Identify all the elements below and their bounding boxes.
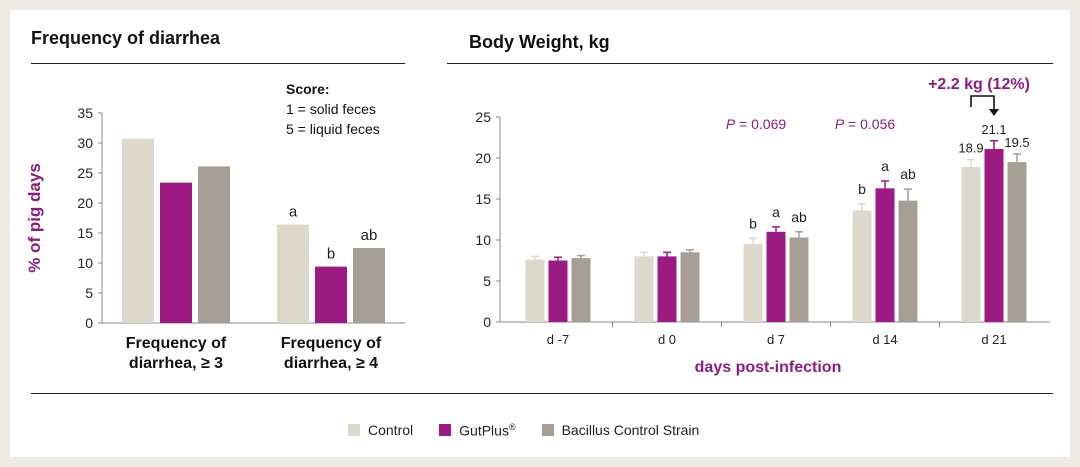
left-significance-letter: b bbox=[327, 246, 335, 263]
left-category-label: Frequency of bbox=[281, 335, 382, 352]
right-bar bbox=[548, 260, 568, 322]
left-y-tick-label: 15 bbox=[77, 225, 93, 241]
left-y-tick-label: 25 bbox=[77, 165, 93, 181]
right-bar bbox=[571, 258, 591, 322]
right-category-label: d 14 bbox=[872, 332, 897, 347]
right-bar bbox=[1007, 162, 1027, 322]
left-bar bbox=[198, 166, 230, 323]
right-significance-letter: a bbox=[881, 158, 889, 174]
left-significance-letter: ab bbox=[361, 227, 378, 244]
legend-label-gutplus: GutPlus® bbox=[459, 422, 515, 439]
legend-gutplus-text: GutPlus bbox=[459, 422, 509, 439]
right-significance-letter: ab bbox=[900, 166, 916, 182]
p-value-annotation: P = 0.056 bbox=[835, 116, 896, 132]
right-category-label: d -7 bbox=[547, 332, 569, 347]
right-x-axis-label: days post-infection bbox=[695, 359, 842, 376]
left-y-tick-label: 0 bbox=[85, 315, 93, 331]
left-y-tick-label: 10 bbox=[77, 255, 93, 271]
left-bar bbox=[315, 266, 347, 323]
left-y-tick-label: 35 bbox=[77, 105, 93, 121]
right-bar bbox=[961, 167, 981, 322]
right-significance-letter: ab bbox=[791, 209, 807, 225]
figure-panel: Frequency of diarrhea Body Weight, kg 0 5… bbox=[10, 10, 1070, 457]
score-note-line: Score: bbox=[286, 81, 330, 97]
p-value-number: = 0.056 bbox=[844, 116, 895, 132]
right-bar bbox=[852, 210, 872, 322]
right-bar bbox=[984, 148, 1004, 322]
right-title-rule bbox=[447, 63, 1053, 64]
left-y-axis-label: % of pig days bbox=[25, 163, 44, 273]
score-note-line: 1 = solid feces bbox=[286, 101, 376, 117]
left-category-label: diarrhea, ≥ 4 bbox=[284, 355, 378, 372]
bottom-rule bbox=[31, 393, 1053, 394]
p-value-symbol: P bbox=[726, 116, 736, 132]
right-category-label: d 21 bbox=[981, 332, 1006, 347]
left-y-tick-label: 5 bbox=[85, 285, 93, 301]
right-significance-letter: a bbox=[772, 204, 780, 220]
legend-swatch-gutplus bbox=[439, 424, 452, 437]
left-significance-letter: a bbox=[289, 204, 298, 221]
legend-label-control: Control bbox=[368, 422, 414, 439]
difference-annotation: +2.2 kg (12%) bbox=[928, 76, 1030, 93]
left-bar bbox=[160, 182, 192, 323]
legend-label-bacillus: Bacillus Control Strain bbox=[561, 422, 700, 439]
right-bar bbox=[875, 188, 895, 322]
right-y-tick-label: 25 bbox=[475, 109, 491, 125]
difference-arrowhead bbox=[989, 109, 999, 116]
right-chart-title: Body Weight, kg bbox=[469, 32, 610, 52]
left-y-tick-label: 30 bbox=[77, 135, 93, 151]
left-category-label: diarrhea, ≥ 3 bbox=[129, 355, 223, 372]
right-significance-letter: b bbox=[858, 181, 866, 197]
right-bar bbox=[634, 256, 654, 322]
left-bar-chart: 0 5 10 15 20 25 30 35 % of pig days Frequency of d… bbox=[25, 81, 405, 372]
p-value-annotation: P = 0.069 bbox=[726, 116, 787, 132]
right-bar bbox=[525, 259, 545, 322]
p-value-number: = 0.069 bbox=[735, 116, 786, 132]
right-bar bbox=[743, 244, 763, 322]
score-note-line: 5 = liquid feces bbox=[286, 121, 380, 137]
value-label: 19.5 bbox=[1004, 135, 1029, 150]
legend-gutplus-mark: ® bbox=[508, 422, 516, 432]
left-chart-title: Frequency of diarrhea bbox=[31, 28, 221, 48]
difference-bracket bbox=[970, 95, 995, 110]
legend-swatch-control bbox=[348, 424, 360, 437]
left-bar bbox=[277, 224, 309, 323]
right-y-tick-label: 10 bbox=[475, 232, 491, 248]
right-y-tick-label: 0 bbox=[483, 314, 491, 330]
right-bar bbox=[680, 252, 700, 322]
left-category-label: Frequency of bbox=[126, 335, 227, 352]
right-bar bbox=[789, 237, 809, 322]
p-value-symbol: P bbox=[835, 116, 845, 132]
right-bar bbox=[657, 256, 677, 322]
left-y-tick-label: 20 bbox=[77, 195, 93, 211]
legend: Control GutPlus® Bacillus Control Strain bbox=[348, 422, 699, 439]
value-label: 21.1 bbox=[981, 122, 1006, 137]
left-bar bbox=[353, 248, 385, 323]
legend-swatch-bacillus bbox=[541, 424, 554, 437]
left-title-rule bbox=[31, 63, 405, 64]
right-bar bbox=[766, 231, 786, 322]
value-label: 18.9 bbox=[958, 141, 983, 156]
left-bar bbox=[122, 138, 154, 323]
right-y-tick-label: 5 bbox=[483, 273, 491, 289]
right-bar bbox=[898, 200, 918, 322]
right-significance-letter: b bbox=[749, 215, 757, 231]
right-y-tick-label: 15 bbox=[475, 191, 491, 207]
right-category-label: d 7 bbox=[767, 332, 785, 347]
right-category-label: d 0 bbox=[658, 332, 676, 347]
right-y-tick-label: 20 bbox=[475, 150, 491, 166]
